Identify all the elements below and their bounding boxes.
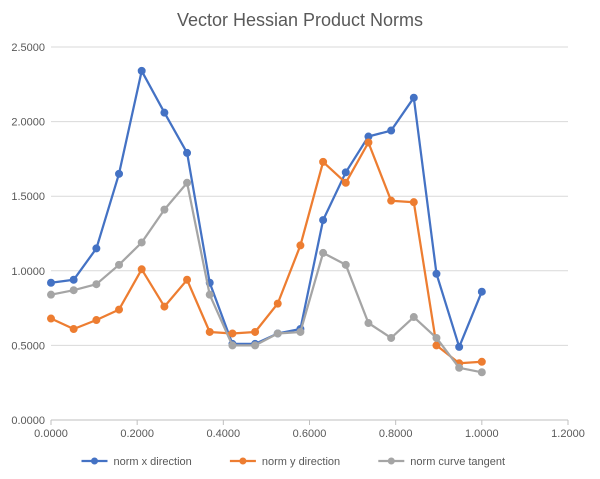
data-point: [69, 286, 78, 295]
x-tick-label: 0.0000: [34, 428, 68, 440]
y-tick-label: 2.5000: [11, 42, 45, 54]
axes: [50, 419, 569, 425]
data-point: [273, 329, 282, 338]
data-point: [183, 178, 192, 187]
x-tick-label: 0.2000: [120, 428, 154, 440]
data-point: [409, 313, 418, 322]
x-tick-label: 0.4000: [207, 428, 241, 440]
data-point: [205, 327, 214, 336]
data-point: [387, 333, 396, 342]
data-point: [47, 290, 55, 299]
data-point: [387, 126, 396, 135]
legend-label: norm y direction: [262, 456, 340, 468]
data-point: [319, 157, 328, 166]
data-point: [228, 341, 237, 350]
legend-entry: norm x direction: [81, 456, 192, 468]
y-tick-label: 0.5000: [11, 340, 45, 352]
data-point: [115, 260, 124, 269]
data-point: [432, 333, 441, 342]
legend-marker: [239, 457, 247, 465]
series-line: [50, 69, 483, 349]
y-tick-label: 2.0000: [11, 117, 45, 129]
data-point: [160, 302, 169, 311]
x-tick-label: 1.2000: [551, 428, 585, 440]
data-point: [137, 265, 146, 274]
data-point: [205, 290, 214, 299]
data-point: [251, 327, 260, 336]
y-tick-label: 1.0000: [11, 266, 45, 278]
x-tick-label: 1.0000: [465, 428, 499, 440]
data-point: [364, 319, 373, 328]
series-2: [47, 138, 486, 368]
series-line: [50, 181, 483, 374]
gridlines: [51, 46, 568, 346]
data-point: [341, 260, 350, 269]
legend-marker: [387, 457, 395, 465]
data-point: [319, 216, 328, 225]
data-point: [183, 275, 192, 284]
data-point: [341, 168, 350, 177]
data-point: [69, 275, 78, 284]
x-tick-label: 0.8000: [379, 428, 413, 440]
data-point: [341, 178, 350, 187]
data-point: [160, 108, 169, 117]
data-point: [319, 248, 328, 257]
data-point: [137, 238, 146, 247]
data-point: [409, 93, 418, 102]
data-point: [160, 205, 169, 214]
data-point: [432, 341, 441, 350]
data-point: [92, 316, 101, 325]
data-point: [69, 324, 78, 333]
data-point: [47, 314, 55, 323]
data-point: [409, 198, 418, 207]
data-point: [387, 196, 396, 205]
series-3: [47, 178, 486, 377]
data-point: [183, 148, 192, 157]
series-1: [47, 66, 486, 351]
data-point: [228, 329, 237, 338]
data-point: [364, 138, 373, 147]
legend-entry: norm curve tangent: [378, 456, 505, 468]
x-tick-label: 0.6000: [293, 428, 327, 440]
series-layer: [47, 66, 486, 377]
legend-label: norm x direction: [114, 456, 192, 468]
data-point: [432, 269, 441, 278]
data-point: [296, 241, 305, 250]
data-point: [477, 368, 486, 377]
legend-entry: norm y direction: [229, 456, 340, 468]
data-point: [115, 305, 124, 314]
data-point: [477, 357, 486, 366]
data-point: [296, 327, 305, 336]
data-point: [115, 169, 124, 178]
y-tick-label: 1.5000: [11, 191, 45, 203]
data-point: [273, 299, 282, 308]
chart-title: Vector Hessian Product Norms: [177, 10, 423, 30]
legend-label: norm curve tangent: [410, 456, 505, 468]
data-point: [92, 244, 101, 253]
data-point: [137, 66, 146, 75]
legend: norm x direction norm y direction norm cur…: [81, 456, 505, 468]
data-point: [455, 363, 464, 372]
y-tick-label: 0.0000: [11, 415, 45, 427]
data-point: [251, 341, 260, 350]
data-point: [477, 287, 486, 296]
data-point: [455, 342, 464, 351]
legend-marker: [91, 457, 98, 465]
data-point: [92, 280, 101, 289]
tick-labels: 0.0000 0.5000 1.0000 1.5000 2.0000 2.5000 0.00…: [11, 42, 584, 440]
data-point: [47, 278, 55, 287]
